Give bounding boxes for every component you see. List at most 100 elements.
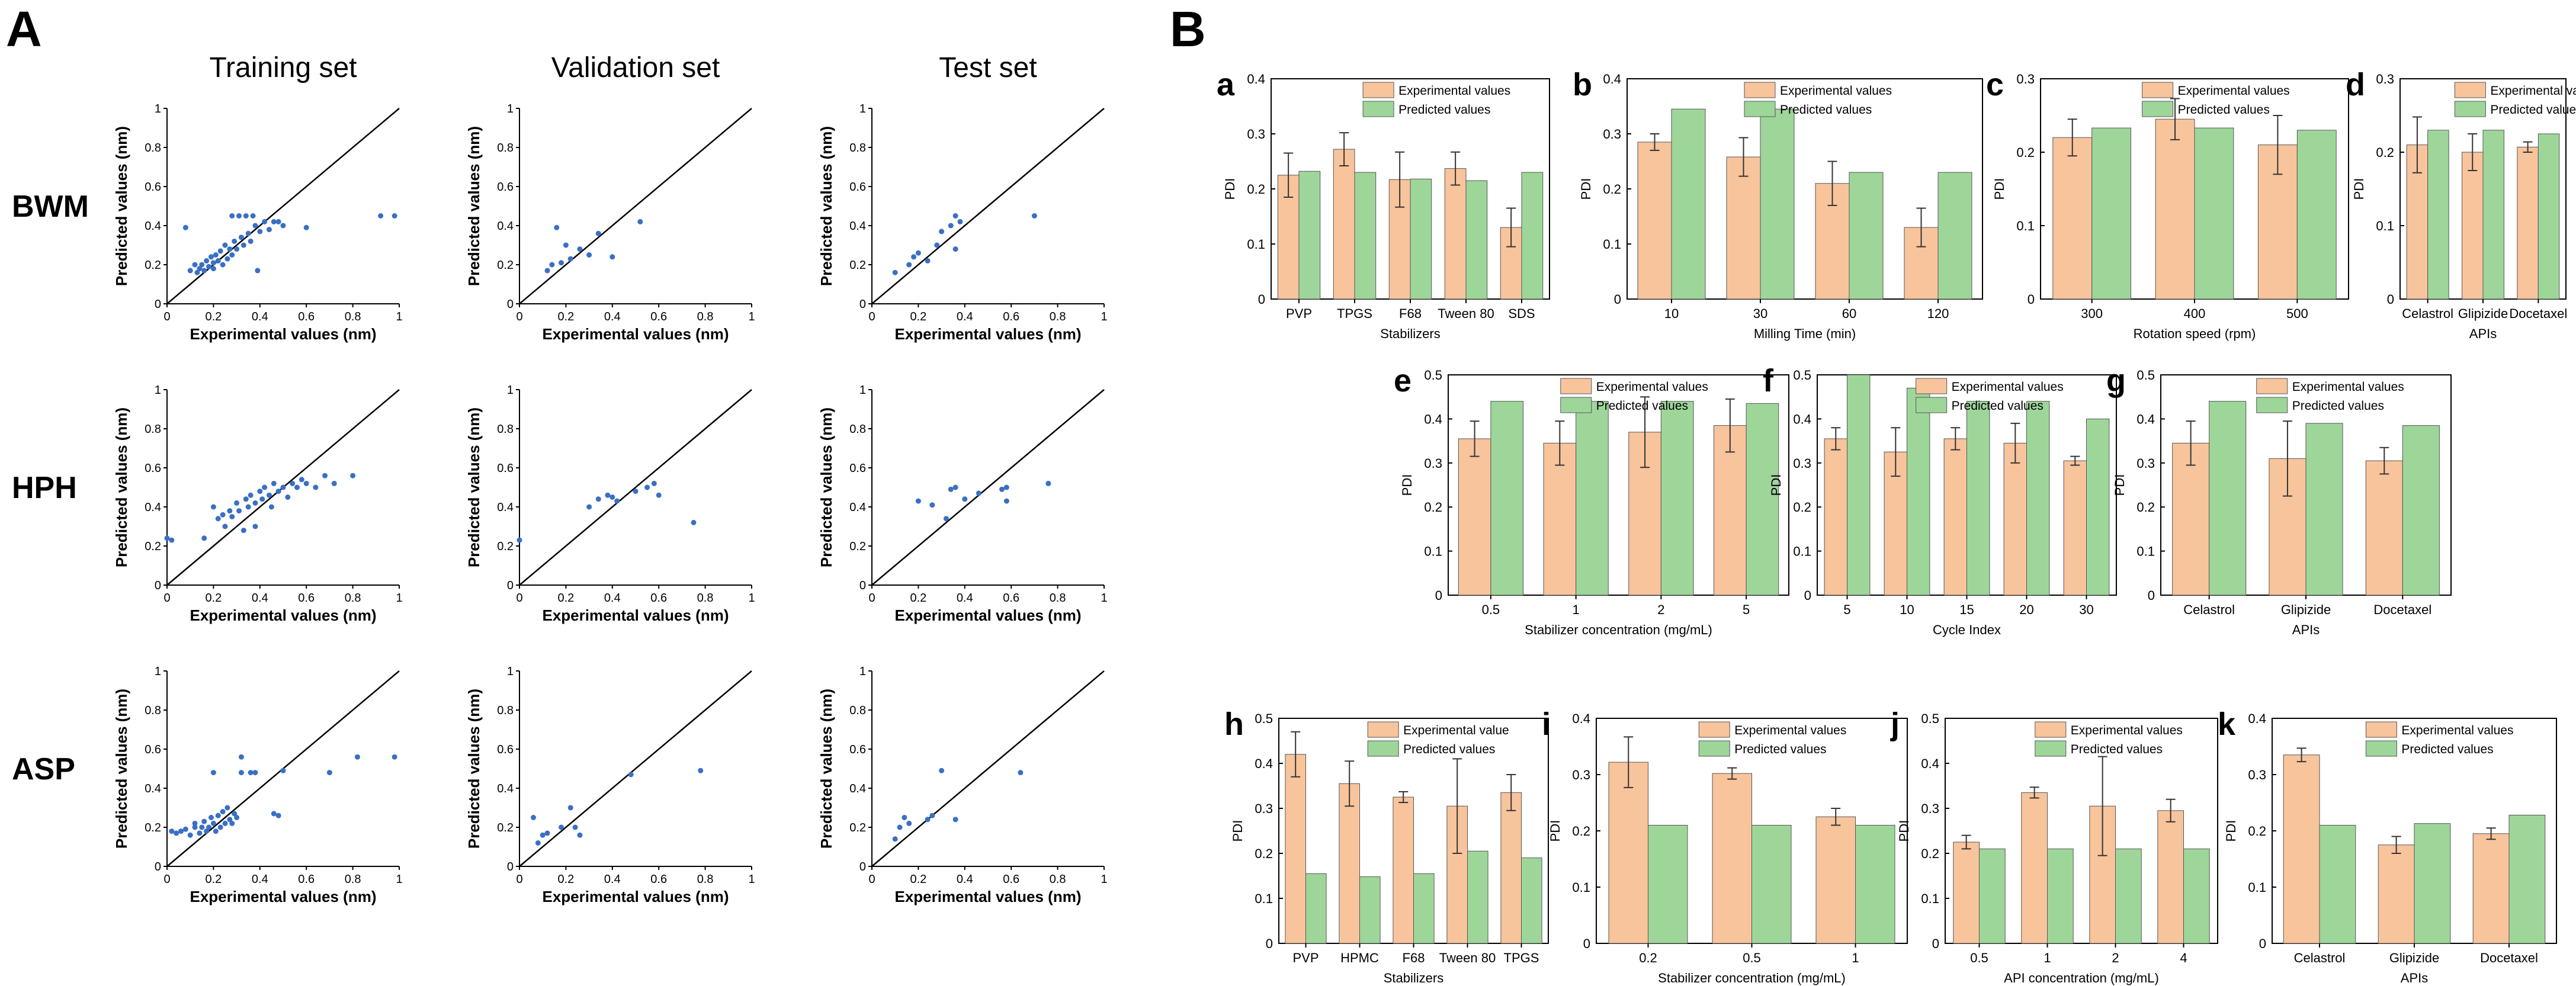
x-tick-label: 1 — [2044, 950, 2051, 965]
data-point — [252, 770, 258, 776]
predicted-bar — [2296, 130, 2337, 300]
predicted-bar — [2427, 130, 2449, 300]
panel-letter: c — [1986, 67, 2004, 102]
experimental-bar — [1339, 783, 1360, 944]
y-tick-label: 0.6 — [497, 743, 514, 756]
x-tick-label: 0 — [163, 592, 170, 605]
data-point — [892, 269, 898, 275]
y-tick-label: 0 — [155, 579, 161, 592]
legend-swatch-experimental — [1367, 721, 1399, 738]
data-point — [194, 269, 200, 275]
data-point — [275, 219, 281, 224]
data-point — [234, 500, 240, 506]
y-tick-label: 0.2 — [2248, 824, 2266, 839]
legend-label-predicted: Predicted values — [1780, 103, 1872, 117]
data-point — [243, 213, 249, 219]
predicted-bar — [2319, 825, 2356, 944]
x-tick-label: 0.4 — [957, 592, 973, 605]
scatter-plot: 00 0.2 0.2 0.4 0.4 0.6 0.6 0.8 0.8 1 1 Experimental… — [113, 102, 403, 343]
data-point — [243, 496, 249, 502]
predicted-bar — [2305, 423, 2343, 596]
data-point — [567, 805, 573, 811]
predicted-bar — [2414, 823, 2451, 944]
data-point — [285, 494, 291, 500]
y-tick-label: 0.4 — [849, 501, 866, 514]
y-tick-label: 0.6 — [145, 462, 161, 475]
x-axis-label: Experimental values (nm) — [190, 888, 377, 905]
data-point — [275, 812, 281, 818]
data-point — [915, 250, 921, 256]
identity-line — [519, 108, 752, 304]
x-axis-label: Stabilizers — [1384, 971, 1443, 985]
data-point — [217, 824, 223, 830]
data-point — [201, 535, 207, 541]
y-tick-label: 0.1 — [2248, 880, 2266, 895]
identity-line — [166, 108, 400, 304]
data-point — [208, 815, 214, 820]
y-tick-label: 1 — [155, 665, 161, 678]
legend-label-experimental: Experimental values — [1398, 84, 1510, 98]
y-tick-label: 0.2 — [1255, 846, 1273, 861]
data-point — [313, 484, 319, 490]
experimental-bar — [1953, 842, 1980, 944]
x-tick-label: Celastrol — [2183, 602, 2235, 617]
x-tick-label: 0.5 — [1482, 602, 1500, 617]
predicted-bar — [1907, 387, 1930, 596]
y-tick-label: 0.6 — [497, 462, 514, 475]
data-point — [232, 238, 238, 244]
y-tick-label: 0 — [1583, 936, 1590, 951]
y-tick-label: 0.5 — [1424, 368, 1442, 383]
y-tick-label: 1 — [859, 102, 866, 115]
data-point — [252, 523, 258, 529]
x-tick-label: 500 — [2286, 306, 2308, 321]
data-point — [549, 262, 555, 268]
y-tick-label: 0.3 — [2136, 456, 2155, 471]
x-tick-label: 0.6 — [1003, 310, 1019, 323]
x-tick-label: 0.2 — [205, 310, 222, 323]
legend-swatch-predicted — [1362, 101, 1394, 117]
data-point — [656, 492, 662, 498]
data-point — [586, 504, 592, 510]
x-tick-label: 4 — [2180, 950, 2187, 965]
data-point — [234, 246, 240, 252]
predicted-bar — [1413, 873, 1435, 944]
bar-chart-e: 0 0.1 0.2 0.3 0.4 0.5 PDI 0.5 1 2 5 Stabilizer conc… — [1394, 363, 1789, 637]
data-point — [257, 229, 263, 235]
legend-swatch-predicted — [2454, 101, 2486, 117]
y-tick-label: 0.1 — [2136, 544, 2155, 559]
y-tick-label: 0.2 — [2016, 145, 2035, 160]
data-point — [238, 754, 244, 760]
legend-swatch-experimental — [2256, 378, 2288, 394]
data-point — [210, 820, 216, 826]
predicted-bar — [2091, 127, 2132, 300]
y-tick-label: 0.6 — [849, 743, 866, 756]
data-point — [201, 818, 207, 824]
y-tick-label: 1 — [507, 665, 514, 678]
predicted-bar — [1937, 172, 1972, 300]
experimental-bar — [1943, 438, 1968, 596]
data-point — [229, 213, 235, 219]
data-point — [929, 502, 935, 508]
bar-chart-b: 0 0.1 0.2 0.3 0.4 PDI 10 30 60 120 Milling Time (m… — [1573, 67, 1983, 341]
data-point — [236, 213, 242, 219]
x-axis-label: Experimental values (nm) — [895, 888, 1082, 905]
data-point — [210, 266, 216, 272]
y-tick-label: 0.4 — [497, 220, 514, 233]
panel-letter: e — [1394, 363, 1411, 399]
x-tick-label: 0.6 — [1003, 873, 1019, 886]
experimental-bar — [1608, 762, 1648, 944]
data-point — [238, 770, 244, 776]
plot-frame — [1945, 718, 2218, 944]
panel-letter: a — [1217, 67, 1235, 102]
y-axis-label: Predicted values (nm) — [465, 689, 483, 849]
legend-swatch-predicted — [1744, 101, 1776, 117]
data-point — [999, 486, 1005, 492]
predicted-bar — [1354, 172, 1377, 300]
x-tick-label: 0.4 — [604, 873, 621, 886]
panel-letter: g — [2106, 363, 2126, 399]
x-tick-label: F68 — [1403, 950, 1425, 965]
data-point — [255, 268, 261, 274]
data-point — [248, 238, 254, 244]
x-tick-label: 0.2 — [1639, 950, 1657, 965]
data-point — [192, 262, 198, 268]
